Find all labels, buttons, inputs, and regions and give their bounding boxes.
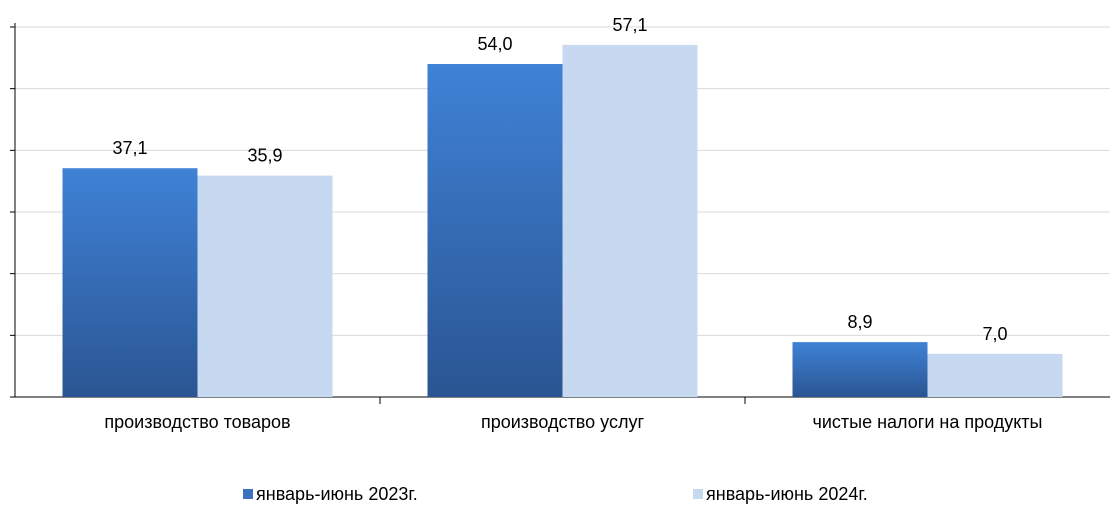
bar-series-2-2 <box>562 44 698 398</box>
category-label: производство товаров <box>104 412 290 432</box>
legend-swatch-2 <box>693 489 703 499</box>
bar-series-1-1 <box>62 168 198 397</box>
bar-series-2-1 <box>197 175 333 397</box>
data-label: 35,9 <box>247 146 282 166</box>
data-label: 57,1 <box>612 15 647 35</box>
legend: январь-июнь 2023г. январь-июнь 2024г. <box>243 484 868 504</box>
legend-label-1: январь-июнь 2023г. <box>256 484 418 504</box>
data-label: 37,1 <box>112 138 147 158</box>
legend-swatch-1 <box>243 489 253 499</box>
category-label: производство услуг <box>481 412 644 432</box>
data-label: 54,0 <box>477 34 512 54</box>
bar-series-1-2 <box>427 64 563 397</box>
data-labels: 37,1 35,9 54,0 57,1 8,9 7,0 <box>112 15 1007 344</box>
bar-series-2-3 <box>927 353 1063 397</box>
legend-label-2: январь-июнь 2024г. <box>706 484 868 504</box>
category-labels: производство товаров производство услуг чи… <box>104 412 1042 432</box>
data-label: 7,0 <box>982 324 1007 344</box>
data-label: 8,9 <box>847 312 872 332</box>
category-label: чистые налоги на продукты <box>812 412 1042 432</box>
bars <box>62 44 1063 398</box>
bar-series-1-3 <box>792 342 928 397</box>
